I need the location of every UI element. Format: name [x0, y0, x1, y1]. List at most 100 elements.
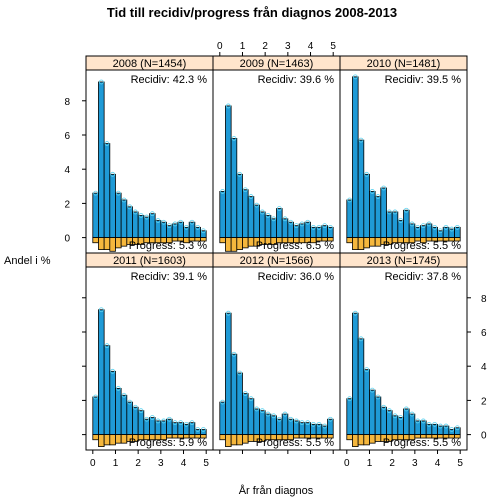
recidiv-point: [437, 423, 443, 429]
recidiv-point: [305, 420, 311, 426]
recidiv-point: [454, 224, 460, 230]
recidiv-point: [347, 396, 353, 402]
recidiv-point: [386, 408, 392, 414]
recidiv-bar: [120, 199, 128, 239]
recidiv-point: [138, 212, 144, 218]
panel-2: 2010 (N=1481) Recidiv: 39.5 % Progress: 5.…: [339, 55, 468, 254]
recidiv-bar: [149, 417, 156, 436]
progress-bar: [369, 434, 376, 444]
recidiv-point: [127, 399, 133, 405]
x-tick-label: 2: [389, 458, 395, 469]
progress-bar: [346, 434, 353, 441]
progress-bar: [352, 434, 359, 447]
recidiv-bar: [363, 173, 370, 239]
progress-label: Progress: 5.5 %: [383, 437, 461, 449]
recidiv-point: [178, 420, 184, 426]
recidiv-point: [358, 137, 364, 143]
progress-bar: [357, 237, 365, 250]
recidiv-point: [242, 391, 248, 396]
recidiv-bar: [98, 81, 105, 239]
recidiv-point: [132, 404, 138, 410]
recidiv-point: [299, 221, 305, 227]
recidiv-bar: [352, 76, 359, 239]
recidiv-bar: [386, 211, 393, 239]
recidiv-bar: [236, 173, 243, 239]
recidiv-point: [347, 197, 353, 203]
recidiv-bar: [247, 398, 255, 436]
recidiv-bar: [253, 408, 260, 436]
recidiv-bar: [109, 370, 116, 436]
recidiv-bar: [264, 214, 272, 239]
recidiv-point: [225, 103, 231, 109]
recidiv-bar: [120, 394, 128, 436]
recidiv-bar: [310, 423, 317, 436]
progress-bar: [225, 237, 232, 252]
recidiv-point: [110, 368, 116, 374]
recidiv-point: [98, 307, 104, 313]
panel-4: 2012 (N=1566) Recidiv: 36.0 % Progress: 5.…: [212, 252, 341, 454]
recidiv-bar: [103, 345, 111, 436]
recidiv-point: [183, 421, 189, 427]
recidiv-point: [449, 226, 455, 232]
recidiv-label: Recidiv: 39.5 %: [385, 74, 462, 86]
recidiv-bar: [109, 173, 116, 239]
recidiv-label: Recidiv: 37.8 %: [385, 271, 462, 283]
recidiv-bar: [346, 199, 353, 239]
recidiv-bar: [103, 143, 111, 239]
chart-title: Tid till recidiv/progress från diagnos 2…: [107, 5, 397, 20]
recidiv-point: [392, 209, 398, 215]
recidiv-bar: [346, 398, 353, 436]
panel-strip-label: 2009 (N=1463): [240, 58, 314, 70]
recidiv-bar: [132, 211, 139, 239]
recidiv-point: [288, 219, 294, 225]
recidiv-bar: [281, 218, 289, 239]
recidiv-point: [276, 416, 282, 422]
recidiv-bar: [92, 192, 99, 239]
recidiv-point: [316, 224, 322, 230]
recidiv-point: [172, 221, 178, 227]
recidiv-bar: [431, 423, 438, 436]
recidiv-point: [432, 421, 438, 427]
progress-bar: [115, 237, 122, 249]
recidiv-point: [231, 136, 237, 141]
x-tick-label: 5: [203, 458, 209, 469]
recidiv-bar: [276, 208, 283, 239]
progress-bar: [236, 237, 243, 250]
recidiv-bar: [270, 218, 277, 239]
recidiv-point: [220, 189, 226, 194]
recidiv-point: [104, 141, 110, 146]
recidiv-bar: [115, 192, 122, 239]
recidiv-bar: [281, 413, 289, 436]
recidiv-bar: [225, 312, 232, 436]
y-axis-label: Andel i %: [4, 255, 51, 267]
progress-label: Progress: 6.5 %: [256, 240, 334, 252]
recidiv-bar: [310, 226, 317, 239]
recidiv-bar: [137, 410, 145, 436]
panel-strip-label: 2012 (N=1566): [240, 255, 314, 267]
recidiv-bar: [431, 226, 438, 239]
recidiv-bar: [264, 413, 272, 436]
recidiv-point: [392, 413, 398, 419]
recidiv-bar: [126, 401, 133, 436]
x-tick-label: 3: [285, 41, 291, 52]
x-tick-label: 0: [217, 41, 223, 52]
recidiv-point: [98, 79, 104, 85]
recidiv-point: [183, 224, 189, 230]
recidiv-bar: [143, 216, 150, 239]
recidiv-point: [144, 214, 150, 220]
recidiv-point: [409, 221, 415, 227]
recidiv-point: [127, 204, 133, 210]
x-tick-label: 5: [330, 41, 336, 52]
recidiv-bar: [380, 187, 387, 239]
progress-bar: [352, 237, 359, 250]
recidiv-point: [322, 223, 328, 229]
y-tick-label: 6: [64, 131, 70, 142]
recidiv-point: [166, 416, 172, 422]
recidiv-point: [200, 427, 206, 432]
recidiv-bar: [391, 415, 399, 436]
recidiv-bar: [386, 410, 393, 436]
recidiv-point: [237, 370, 243, 376]
progress-bar: [219, 434, 226, 441]
progress-bar: [115, 434, 122, 444]
recidiv-point: [316, 421, 322, 427]
